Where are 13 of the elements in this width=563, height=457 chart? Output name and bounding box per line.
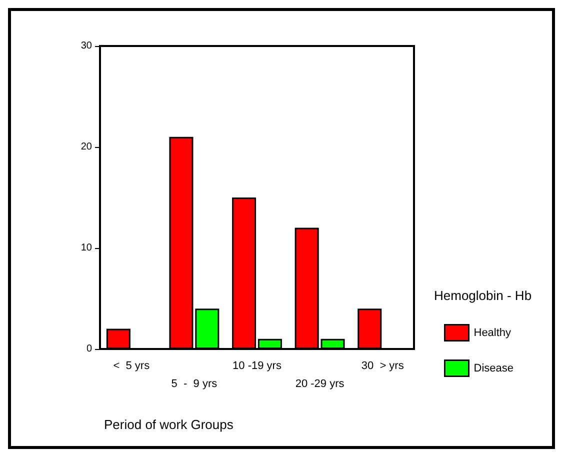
y-tick-label: 20 (80, 142, 92, 152)
x-tick-label: 10 -19 yrs (232, 360, 282, 372)
x-axis-title: Period of work Groups (104, 417, 234, 432)
legend-label: Healthy (474, 326, 512, 339)
y-tick-label: 0 (86, 344, 92, 354)
x-tick-label: 20 -29 yrs (295, 378, 345, 390)
legend-label: Disease (474, 362, 514, 374)
y-tick-label: 30 (80, 40, 92, 52)
legend-title: Hemoglobin - Hb (434, 288, 532, 303)
x-tick-label: 30 > yrs (361, 360, 404, 372)
y-tick-label: 10 (80, 242, 92, 254)
x-tick-label: < 5 yrs (113, 360, 150, 372)
x-tick-label: 5 - 9 yrs (171, 378, 218, 390)
